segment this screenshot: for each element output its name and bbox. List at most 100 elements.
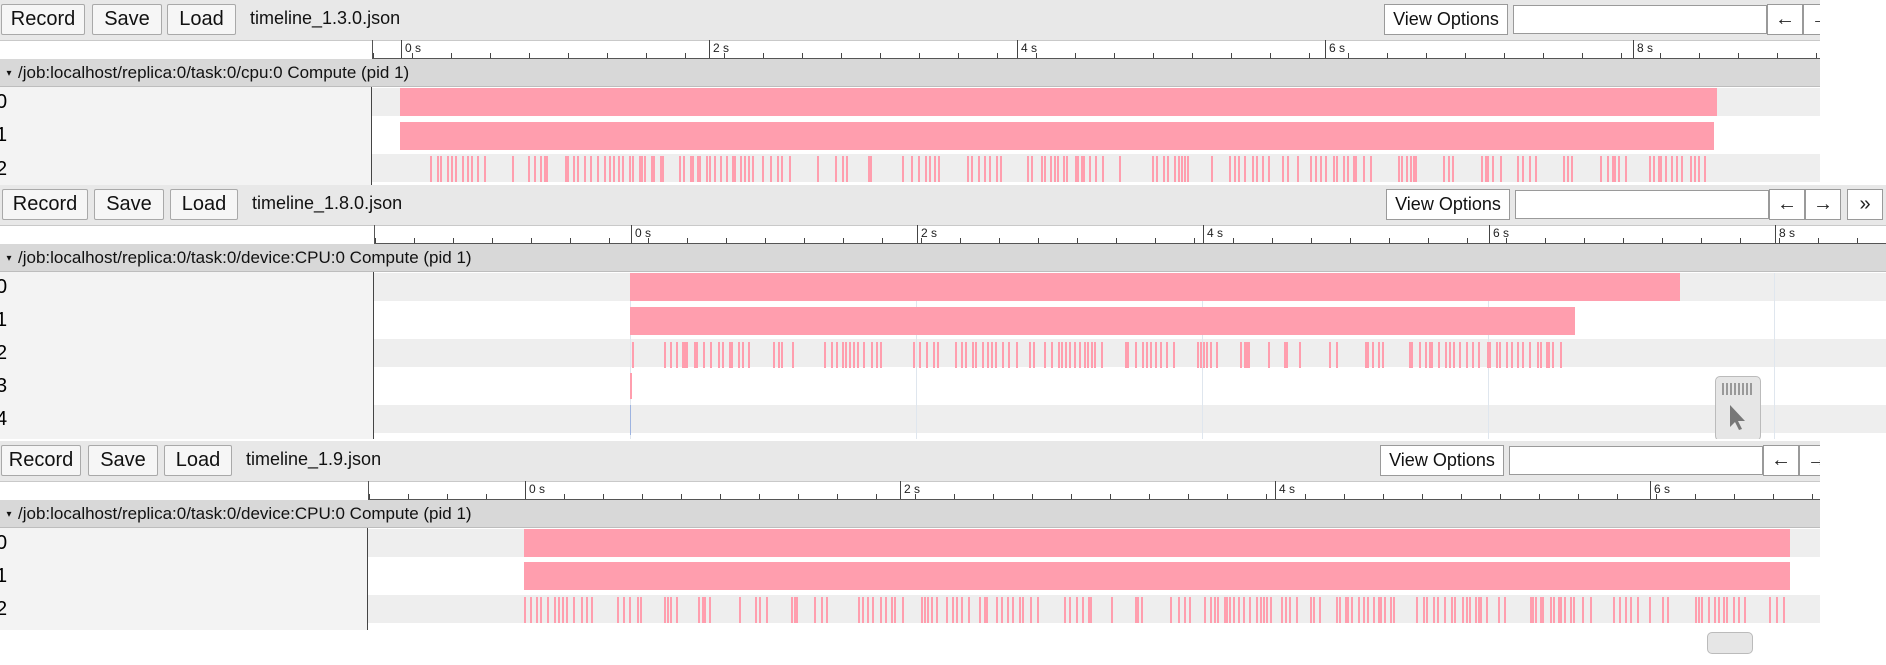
process-header[interactable]: ▾ /job:localhost/replica:0/task:0/device:… bbox=[0, 244, 1886, 272]
trace-slice[interactable] bbox=[670, 342, 672, 368]
trace-slice[interactable] bbox=[918, 156, 920, 182]
trace-slice[interactable] bbox=[781, 342, 783, 368]
trace-slice[interactable] bbox=[1723, 597, 1725, 623]
trace-slice[interactable] bbox=[1517, 156, 1519, 182]
trace-slice[interactable] bbox=[921, 597, 923, 623]
trace-slice[interactable] bbox=[1268, 342, 1270, 368]
trace-slice[interactable] bbox=[1416, 597, 1418, 623]
trace-slice[interactable] bbox=[524, 597, 526, 623]
trace-slice[interactable] bbox=[1437, 597, 1439, 623]
trace-slice[interactable] bbox=[597, 156, 599, 182]
trace-slice[interactable] bbox=[1529, 156, 1531, 182]
trace-slice[interactable] bbox=[1127, 342, 1129, 368]
trace-slice[interactable] bbox=[1069, 597, 1071, 623]
trace-slice[interactable] bbox=[1390, 597, 1392, 623]
trace-slice[interactable] bbox=[617, 597, 619, 623]
trace-slice[interactable] bbox=[1333, 156, 1335, 182]
trace-slice[interactable] bbox=[759, 597, 761, 623]
trace-slice[interactable] bbox=[1210, 597, 1212, 623]
trace-slice[interactable] bbox=[1325, 156, 1327, 182]
trace-slice[interactable] bbox=[789, 156, 791, 182]
record-button[interactable]: Record bbox=[1, 445, 81, 476]
trace-slice[interactable] bbox=[1347, 597, 1349, 623]
trace-slice[interactable] bbox=[670, 597, 672, 623]
trace-slice[interactable] bbox=[1393, 597, 1395, 623]
trace-slice[interactable] bbox=[1409, 342, 1411, 368]
trace-slice[interactable] bbox=[1081, 156, 1083, 182]
trace-slice[interactable] bbox=[1382, 342, 1384, 368]
trace-slice[interactable] bbox=[1256, 156, 1258, 182]
trace-slice[interactable] bbox=[690, 156, 692, 182]
trace-slice[interactable] bbox=[1365, 342, 1367, 368]
trace-slice[interactable] bbox=[1600, 156, 1602, 182]
trace-slice[interactable] bbox=[1074, 342, 1076, 368]
trace-slice[interactable] bbox=[836, 342, 838, 368]
trace-slice[interactable] bbox=[1530, 597, 1532, 623]
trace-slice[interactable] bbox=[1367, 342, 1369, 368]
trace-slice[interactable] bbox=[868, 156, 870, 182]
view-options-button[interactable]: View Options bbox=[1384, 4, 1508, 35]
trace-slice[interactable] bbox=[1200, 342, 1202, 368]
trace-slice[interactable] bbox=[1282, 156, 1284, 182]
trace-slice[interactable] bbox=[748, 156, 750, 182]
trace-slice[interactable] bbox=[1061, 342, 1063, 368]
trace-slice[interactable] bbox=[726, 156, 728, 182]
trace-slice[interactable] bbox=[567, 156, 569, 182]
trace-slice[interactable] bbox=[1372, 342, 1374, 368]
trace-slice[interactable] bbox=[1542, 597, 1544, 623]
trace-slice[interactable] bbox=[467, 156, 469, 182]
nav-right-button[interactable]: → bbox=[1799, 445, 1820, 476]
trace-slice[interactable] bbox=[400, 88, 1717, 116]
trace-slice[interactable] bbox=[1504, 597, 1506, 623]
trace-slice[interactable] bbox=[1299, 342, 1301, 368]
triangle-down-icon[interactable]: ▾ bbox=[6, 253, 12, 265]
trace-slice[interactable] bbox=[706, 156, 708, 182]
trace-slice[interactable] bbox=[1336, 156, 1338, 182]
trace-slice[interactable] bbox=[544, 156, 546, 182]
trace-slice[interactable] bbox=[577, 156, 579, 182]
trace-slice[interactable] bbox=[1347, 156, 1349, 182]
trace-slice[interactable] bbox=[664, 597, 666, 623]
trace-slice[interactable] bbox=[991, 342, 993, 368]
trace-slice[interactable] bbox=[609, 156, 611, 182]
trace-slice[interactable] bbox=[1499, 342, 1501, 368]
trace-slice[interactable] bbox=[1033, 342, 1035, 368]
trace-slice[interactable] bbox=[1167, 156, 1169, 182]
trace-slice[interactable] bbox=[590, 156, 592, 182]
trace-slice[interactable] bbox=[1135, 342, 1137, 368]
trace-slice[interactable] bbox=[1553, 597, 1555, 623]
trace-slice[interactable] bbox=[1233, 597, 1235, 623]
trace-slice[interactable] bbox=[1529, 342, 1531, 368]
trace-slice[interactable] bbox=[1425, 342, 1427, 368]
trace-slice[interactable] bbox=[817, 156, 819, 182]
trace-slice[interactable] bbox=[530, 597, 532, 623]
mouse-mode-selector[interactable] bbox=[1707, 632, 1753, 654]
trace-slice[interactable] bbox=[1001, 597, 1003, 623]
save-button[interactable]: Save bbox=[94, 189, 164, 220]
trace-slice[interactable] bbox=[565, 156, 567, 182]
trace-slice[interactable] bbox=[1077, 156, 1079, 182]
trace-slice[interactable] bbox=[1419, 342, 1421, 368]
trace-slice[interactable] bbox=[1448, 156, 1450, 182]
trace-slice[interactable] bbox=[1090, 597, 1092, 623]
trace-slice[interactable] bbox=[1698, 597, 1700, 623]
trace-slice[interactable] bbox=[718, 342, 720, 368]
trace-slice[interactable] bbox=[1413, 156, 1415, 182]
trace-slice[interactable] bbox=[1089, 156, 1091, 182]
trace-slice[interactable] bbox=[1570, 597, 1572, 623]
trace-slice[interactable] bbox=[1653, 156, 1655, 182]
trace-slice[interactable] bbox=[1694, 156, 1696, 182]
trace-slice[interactable] bbox=[1614, 156, 1616, 182]
trace-slice[interactable] bbox=[871, 342, 873, 368]
trace-slice[interactable] bbox=[1649, 597, 1651, 623]
trace-slice[interactable] bbox=[430, 156, 432, 182]
trace-slice[interactable] bbox=[862, 597, 864, 623]
trace-slice[interactable] bbox=[1044, 342, 1046, 368]
trace-slice[interactable] bbox=[667, 597, 669, 623]
trace-slice[interactable] bbox=[1558, 597, 1560, 623]
trace-slice[interactable] bbox=[927, 597, 929, 623]
trace-slice[interactable] bbox=[484, 156, 486, 182]
trace-slice[interactable] bbox=[1320, 156, 1322, 182]
trace-slice[interactable] bbox=[547, 597, 549, 623]
trace-slice[interactable] bbox=[1170, 597, 1172, 623]
